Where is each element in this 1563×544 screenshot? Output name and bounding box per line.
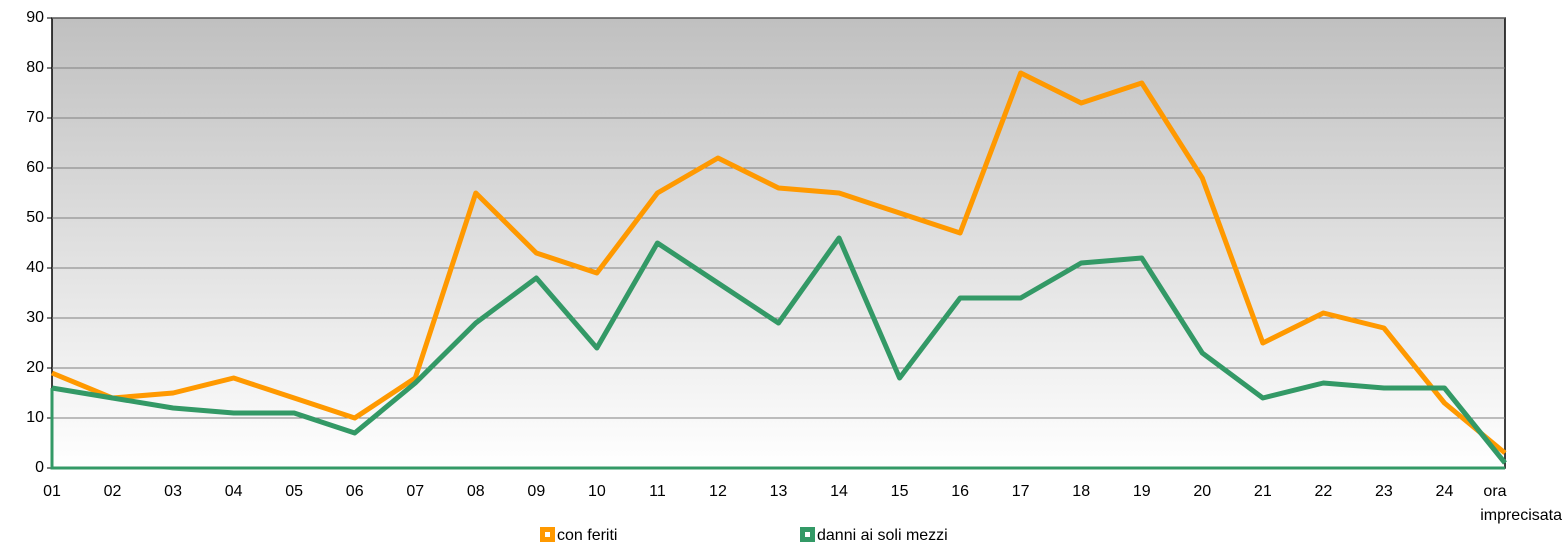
x-tick-label: 03 bbox=[164, 483, 182, 500]
x-tick-label: 23 bbox=[1375, 483, 1393, 500]
x-tick-label: 10 bbox=[588, 483, 606, 500]
x-tick-label: ora imprecisata bbox=[1480, 483, 1562, 524]
x-tick-label: 21 bbox=[1254, 483, 1272, 500]
line-series bbox=[51, 235, 1507, 465]
x-tick-label: 09 bbox=[527, 483, 545, 500]
x-tick-label: 04 bbox=[225, 483, 243, 500]
x-tick-label: 11 bbox=[649, 483, 666, 500]
y-tick-label: 10 bbox=[26, 409, 44, 426]
x-tick-label: 01 bbox=[43, 483, 61, 500]
x-tick-label: 24 bbox=[1436, 483, 1454, 500]
y-tick-label: 20 bbox=[26, 359, 44, 376]
y-tick-label: 70 bbox=[26, 109, 44, 126]
x-tick-label: 22 bbox=[1314, 483, 1332, 500]
y-tick-label: 40 bbox=[26, 259, 44, 276]
y-tick-label: 80 bbox=[26, 59, 44, 76]
x-tick-label: 02 bbox=[104, 483, 122, 500]
x-tick-label: 14 bbox=[830, 483, 848, 500]
legend-swatch-inner bbox=[545, 532, 550, 537]
x-tick-label: 12 bbox=[709, 483, 727, 500]
x-tick-label: 16 bbox=[951, 483, 969, 500]
y-tick-label: 0 bbox=[35, 459, 44, 476]
y-tick-label: 60 bbox=[26, 159, 44, 176]
y-tick-label: 90 bbox=[26, 9, 44, 26]
legend-label: danni ai soli mezzi bbox=[817, 527, 948, 544]
legend-swatch-inner bbox=[805, 532, 810, 537]
x-tick-label: 05 bbox=[285, 483, 303, 500]
x-tick-label: 18 bbox=[1072, 483, 1090, 500]
x-tick-label: 19 bbox=[1133, 483, 1151, 500]
x-tick-label: 07 bbox=[406, 483, 424, 500]
x-tick-label: 17 bbox=[1012, 483, 1030, 500]
legend-label: con feriti bbox=[557, 527, 617, 544]
x-tick-label: 15 bbox=[891, 483, 909, 500]
plot-area bbox=[51, 17, 1506, 469]
x-tick-label: 06 bbox=[346, 483, 364, 500]
x-tick-label: 08 bbox=[467, 483, 485, 500]
y-tick-label: 30 bbox=[26, 309, 44, 326]
x-tick-label: 20 bbox=[1193, 483, 1211, 500]
y-tick-label: 50 bbox=[26, 209, 44, 226]
baseline bbox=[50, 388, 1505, 470]
line-series bbox=[51, 70, 1507, 455]
x-tick-label: 13 bbox=[770, 483, 788, 500]
